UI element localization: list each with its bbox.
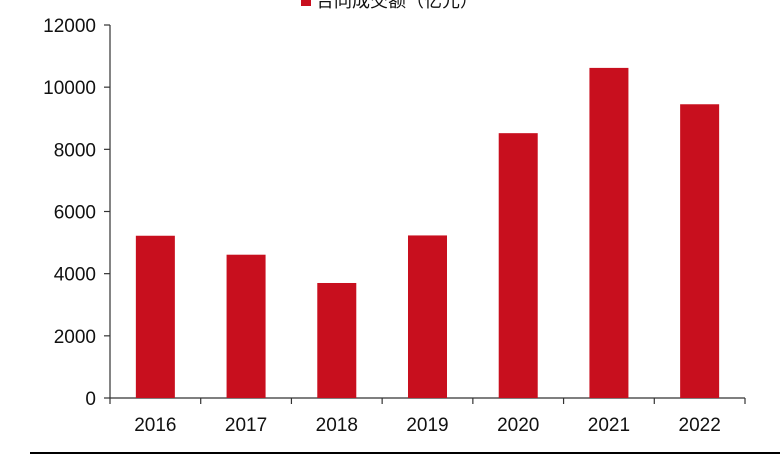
x-tick-label: 2018 bbox=[316, 415, 358, 436]
x-tick-label: 2017 bbox=[225, 415, 267, 436]
bars bbox=[135, 67, 720, 399]
bar bbox=[407, 235, 448, 398]
legend: 合同成交额（亿元） bbox=[301, 0, 478, 12]
y-tick-label: 8000 bbox=[54, 140, 96, 161]
y-tick-label: 4000 bbox=[54, 265, 96, 286]
bar bbox=[589, 67, 629, 399]
x-tick-label: 2020 bbox=[497, 415, 539, 436]
y-tick-label: 0 bbox=[85, 389, 96, 410]
x-tick-label: 2022 bbox=[679, 415, 721, 436]
bar bbox=[317, 282, 357, 398]
y-tick-label: 10000 bbox=[43, 78, 96, 99]
y-tick-label: 6000 bbox=[54, 203, 96, 224]
x-tick-label: 2019 bbox=[406, 415, 448, 436]
y-axis: 0 2000 4000 6000 8000 10000 12000 bbox=[43, 16, 111, 410]
x-tick-label: 2021 bbox=[588, 415, 630, 436]
legend-label: 合同成交额（亿元） bbox=[316, 0, 478, 12]
bar bbox=[498, 133, 538, 399]
legend-swatch bbox=[301, 0, 311, 6]
bar bbox=[226, 254, 266, 398]
x-tick-label: 2016 bbox=[134, 415, 176, 436]
bottom-divider bbox=[30, 452, 780, 454]
x-axis: 2016 2017 2018 2019 2020 2021 2022 bbox=[109, 397, 746, 436]
y-tick-label: 2000 bbox=[54, 327, 96, 348]
bar bbox=[680, 104, 720, 398]
y-tick-label: 12000 bbox=[43, 16, 96, 37]
bar bbox=[135, 235, 175, 398]
